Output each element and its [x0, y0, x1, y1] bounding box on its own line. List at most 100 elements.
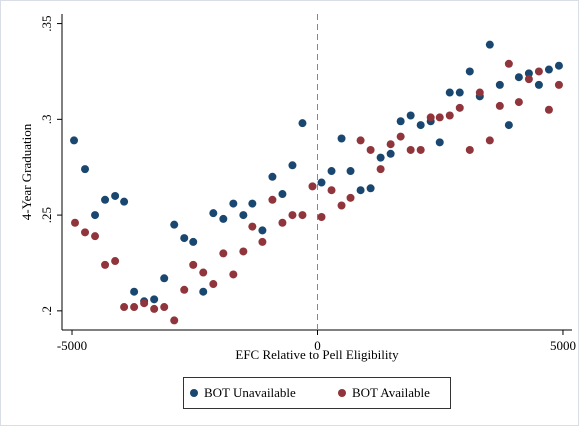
point — [81, 165, 90, 174]
point — [199, 268, 208, 277]
point — [298, 211, 307, 220]
point — [544, 105, 553, 114]
point — [268, 172, 277, 181]
point — [534, 80, 543, 89]
point — [101, 195, 110, 204]
legend-marker — [338, 389, 346, 397]
point — [346, 167, 355, 176]
point — [239, 247, 248, 256]
point — [298, 119, 307, 128]
point — [386, 149, 395, 158]
point — [445, 111, 454, 120]
point — [327, 167, 336, 176]
point — [239, 211, 248, 220]
point — [189, 237, 198, 246]
point — [504, 59, 513, 68]
point — [317, 213, 326, 222]
point — [396, 117, 405, 126]
point — [524, 75, 533, 84]
point — [229, 270, 238, 279]
point — [180, 285, 189, 294]
point — [495, 101, 504, 110]
point — [70, 136, 79, 145]
point — [278, 190, 287, 199]
point — [219, 214, 228, 223]
point — [219, 249, 228, 258]
point — [504, 121, 513, 130]
legend-label: BOT Available — [352, 385, 430, 400]
point — [554, 80, 563, 89]
point — [356, 186, 365, 195]
point — [120, 303, 129, 312]
point — [111, 257, 120, 266]
point — [180, 234, 189, 243]
point — [524, 69, 533, 78]
point — [485, 40, 494, 49]
point — [189, 260, 198, 269]
point — [327, 186, 336, 195]
y-tick-label: .2 — [39, 306, 54, 316]
point — [475, 88, 484, 97]
point — [160, 274, 169, 283]
point — [445, 88, 454, 97]
point — [81, 228, 90, 237]
point — [544, 65, 553, 74]
point — [455, 103, 464, 112]
point — [288, 161, 297, 170]
point — [150, 295, 159, 304]
point — [140, 299, 149, 308]
point — [170, 220, 179, 229]
y-axis-label: 4-Year Graduation — [19, 123, 34, 220]
point — [317, 178, 326, 187]
point — [346, 193, 355, 202]
point — [150, 304, 159, 313]
point — [396, 132, 405, 141]
point — [170, 316, 179, 325]
point — [268, 195, 277, 204]
point — [248, 199, 257, 208]
point — [101, 260, 110, 269]
point — [416, 121, 425, 130]
point — [554, 61, 563, 70]
point — [406, 111, 415, 120]
point — [514, 98, 523, 107]
y-tick-label: .35 — [39, 15, 54, 31]
point — [455, 88, 464, 97]
point — [248, 222, 257, 231]
point — [366, 184, 375, 193]
legend-marker — [190, 389, 198, 397]
point — [386, 140, 395, 149]
point — [465, 145, 474, 154]
legend-label: BOT Unavailable — [204, 385, 296, 400]
point — [209, 209, 218, 218]
point — [495, 80, 504, 89]
point — [435, 138, 444, 147]
point — [435, 113, 444, 122]
point — [258, 237, 267, 246]
point — [111, 191, 120, 200]
point — [278, 218, 287, 227]
x-tick-label: 5000 — [550, 338, 576, 353]
point — [426, 113, 435, 122]
y-tick-label: .25 — [39, 207, 54, 223]
point — [485, 136, 494, 145]
point — [356, 136, 365, 145]
point — [514, 73, 523, 82]
point — [534, 67, 543, 76]
point — [229, 199, 238, 208]
point — [376, 165, 385, 174]
point — [91, 211, 100, 220]
point — [91, 232, 100, 241]
point — [406, 145, 415, 154]
x-tick-label: -5000 — [57, 338, 87, 353]
point — [288, 211, 297, 220]
point — [465, 67, 474, 76]
point — [209, 280, 218, 289]
x-tick-label: 0 — [314, 338, 321, 353]
point — [337, 201, 346, 210]
point — [308, 182, 317, 191]
point — [258, 226, 267, 235]
point — [416, 145, 425, 154]
point — [130, 303, 139, 312]
